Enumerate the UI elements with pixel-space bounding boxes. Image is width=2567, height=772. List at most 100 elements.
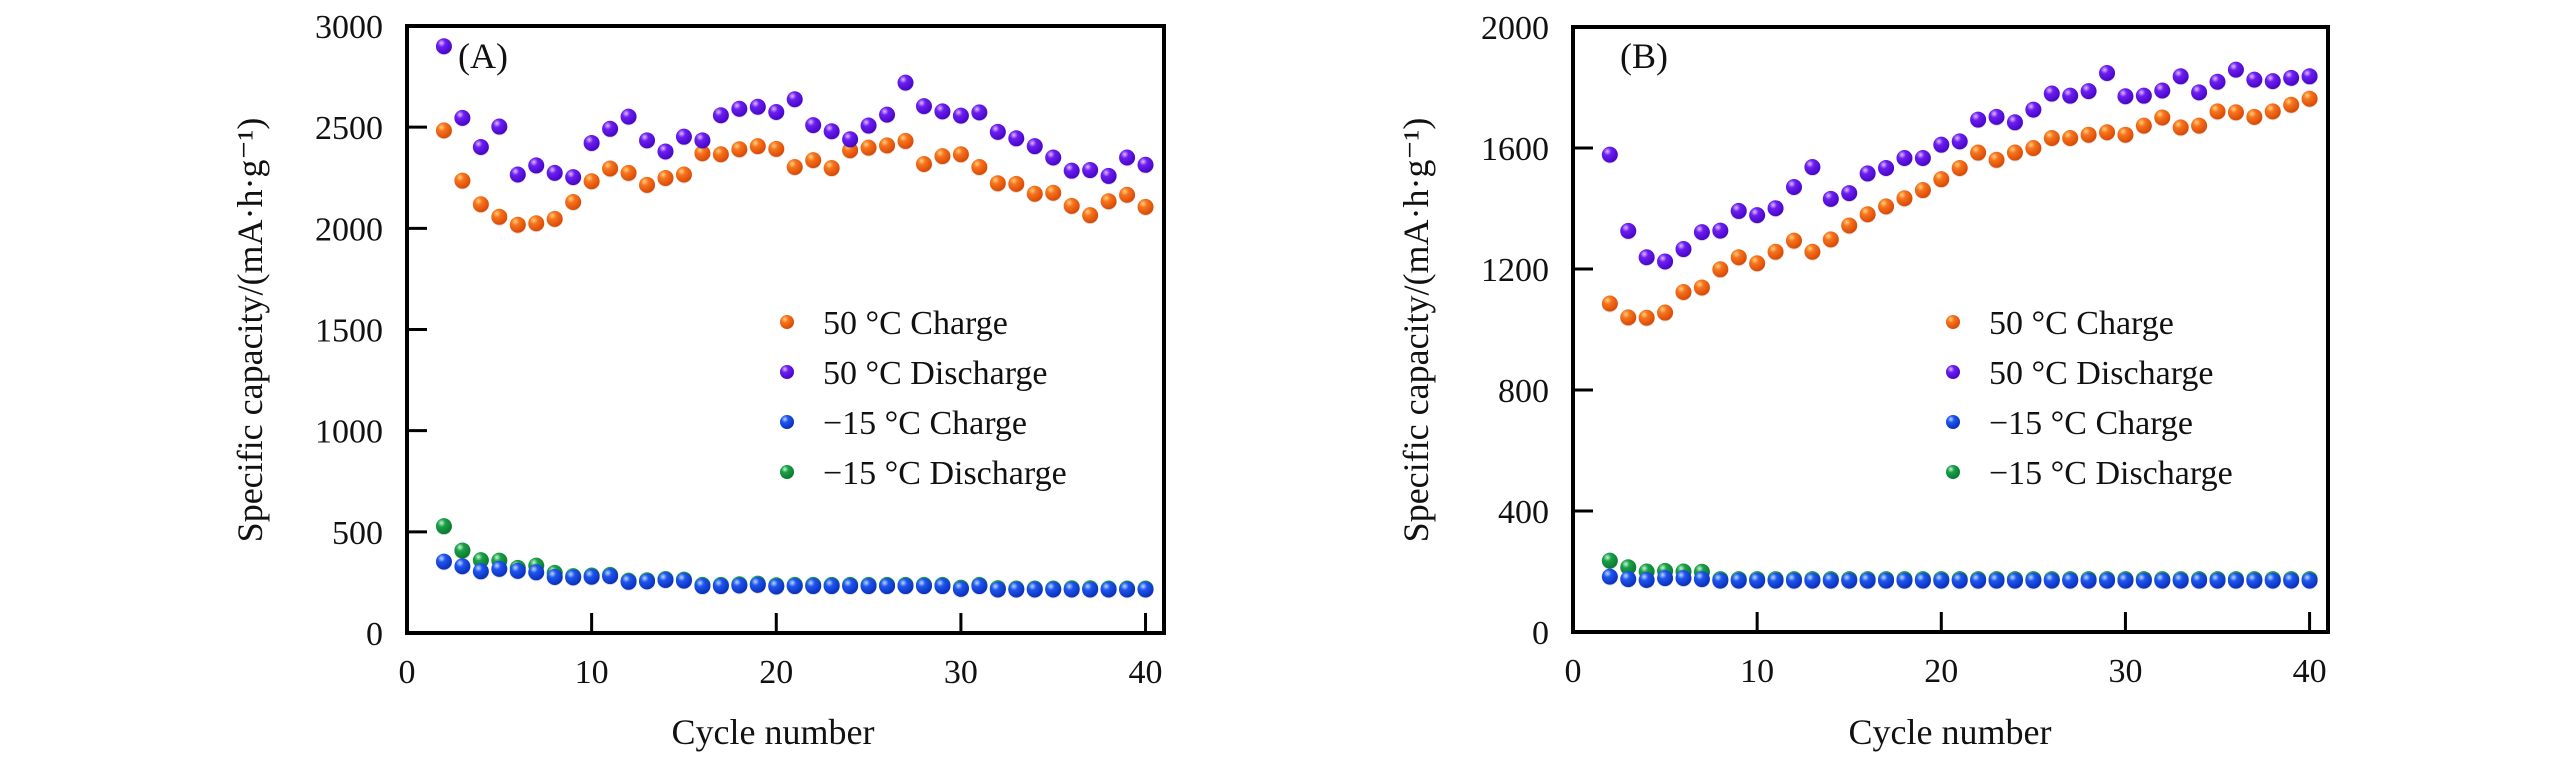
data-point bbox=[1045, 581, 1062, 598]
legend-marker bbox=[1946, 465, 1960, 479]
data-point bbox=[1749, 255, 1766, 272]
data-point bbox=[675, 572, 692, 589]
legend-marker bbox=[780, 365, 794, 379]
data-point bbox=[1675, 570, 1692, 587]
data-point bbox=[2117, 572, 2134, 589]
data-point bbox=[2154, 109, 2171, 126]
data-point bbox=[1804, 243, 1821, 260]
data-point bbox=[1933, 171, 1950, 188]
data-point bbox=[823, 578, 840, 595]
y-tick-label: 2000 bbox=[1481, 10, 1549, 47]
data-point bbox=[2006, 114, 2023, 131]
legend-label: 50 °C Discharge bbox=[1989, 355, 2214, 392]
data-point bbox=[2209, 572, 2226, 589]
data-point bbox=[879, 578, 896, 595]
data-point bbox=[1657, 253, 1674, 270]
data-point bbox=[1063, 581, 1080, 598]
data-point bbox=[1008, 175, 1025, 192]
data-point bbox=[2283, 69, 2300, 86]
data-point bbox=[768, 578, 785, 595]
data-point bbox=[2301, 90, 2318, 107]
panel-b: (B) Specific capacity/(mA·h·g⁻¹) Cycle n… bbox=[1396, 10, 2330, 752]
data-point bbox=[971, 104, 988, 121]
data-point bbox=[435, 122, 452, 139]
data-point bbox=[1841, 217, 1858, 234]
data-point bbox=[2172, 572, 2189, 589]
data-point bbox=[2062, 87, 2079, 104]
data-point bbox=[1601, 295, 1618, 312]
data-point bbox=[1100, 581, 1117, 598]
data-point bbox=[934, 148, 951, 165]
data-point bbox=[1712, 261, 1729, 278]
data-point bbox=[749, 98, 766, 115]
data-point bbox=[583, 134, 600, 151]
panel-a-label: (A) bbox=[458, 36, 508, 76]
data-point bbox=[1859, 206, 1876, 223]
data-point bbox=[1914, 182, 1931, 199]
data-point bbox=[694, 578, 711, 595]
data-point bbox=[2154, 572, 2171, 589]
data-point bbox=[2227, 61, 2244, 78]
data-point bbox=[1749, 572, 1766, 589]
legend-item: 50 °C Charge bbox=[1946, 305, 2174, 342]
data-point bbox=[1970, 572, 1987, 589]
data-point bbox=[989, 175, 1006, 192]
y-tick-label: 500 bbox=[332, 515, 383, 552]
data-point bbox=[805, 578, 822, 595]
legend-label: −15 °C Discharge bbox=[1989, 455, 2233, 492]
data-point bbox=[454, 542, 471, 559]
data-point bbox=[989, 123, 1006, 140]
data-point bbox=[1008, 581, 1025, 598]
data-point bbox=[602, 568, 619, 585]
data-point bbox=[1082, 162, 1099, 179]
data-point bbox=[491, 208, 508, 225]
data-point bbox=[1896, 149, 1913, 166]
y-tick-label: 1200 bbox=[1481, 252, 1549, 289]
data-point bbox=[2135, 572, 2152, 589]
data-point bbox=[639, 132, 656, 149]
data-point bbox=[2301, 572, 2318, 589]
data-point bbox=[1730, 572, 1747, 589]
data-point bbox=[823, 123, 840, 140]
data-point bbox=[712, 578, 729, 595]
data-point bbox=[620, 573, 637, 590]
data-point bbox=[2043, 85, 2060, 102]
data-point bbox=[2135, 87, 2152, 104]
data-point bbox=[2264, 73, 2281, 90]
data-point bbox=[971, 159, 988, 176]
data-point bbox=[1822, 190, 1839, 207]
data-point bbox=[1045, 149, 1062, 166]
legend-marker bbox=[780, 315, 794, 329]
y-tick-label: 0 bbox=[1532, 615, 1549, 652]
data-point bbox=[583, 173, 600, 190]
data-point bbox=[1063, 197, 1080, 214]
data-point bbox=[1859, 572, 1876, 589]
legend-marker bbox=[1946, 365, 1960, 379]
data-point bbox=[1988, 572, 2005, 589]
data-point bbox=[1878, 159, 1895, 176]
data-point bbox=[1896, 190, 1913, 207]
data-point bbox=[934, 578, 951, 595]
data-point bbox=[1082, 581, 1099, 598]
data-point bbox=[528, 215, 545, 232]
data-point bbox=[639, 573, 656, 590]
x-tick-label: 40 bbox=[1129, 654, 1163, 691]
panel-b-legend: 50 °C Charge 50 °C Discharge −15 °C Charge… bbox=[1946, 305, 2233, 492]
data-point bbox=[1767, 243, 1784, 260]
data-point bbox=[1657, 570, 1674, 587]
data-point bbox=[657, 143, 674, 160]
legend-marker bbox=[780, 465, 794, 479]
data-point bbox=[805, 117, 822, 134]
data-point bbox=[1601, 146, 1618, 163]
data-point bbox=[805, 152, 822, 169]
data-point bbox=[842, 131, 859, 148]
data-point bbox=[1841, 185, 1858, 202]
data-point bbox=[1970, 111, 1987, 128]
data-point bbox=[657, 571, 674, 588]
data-point bbox=[2246, 71, 2263, 88]
data-point bbox=[1100, 193, 1117, 210]
legend-item: 50 °C Discharge bbox=[1946, 355, 2214, 392]
data-point bbox=[2283, 96, 2300, 113]
legend-label: −15 °C Charge bbox=[1989, 405, 2193, 442]
data-point bbox=[1951, 159, 1968, 176]
